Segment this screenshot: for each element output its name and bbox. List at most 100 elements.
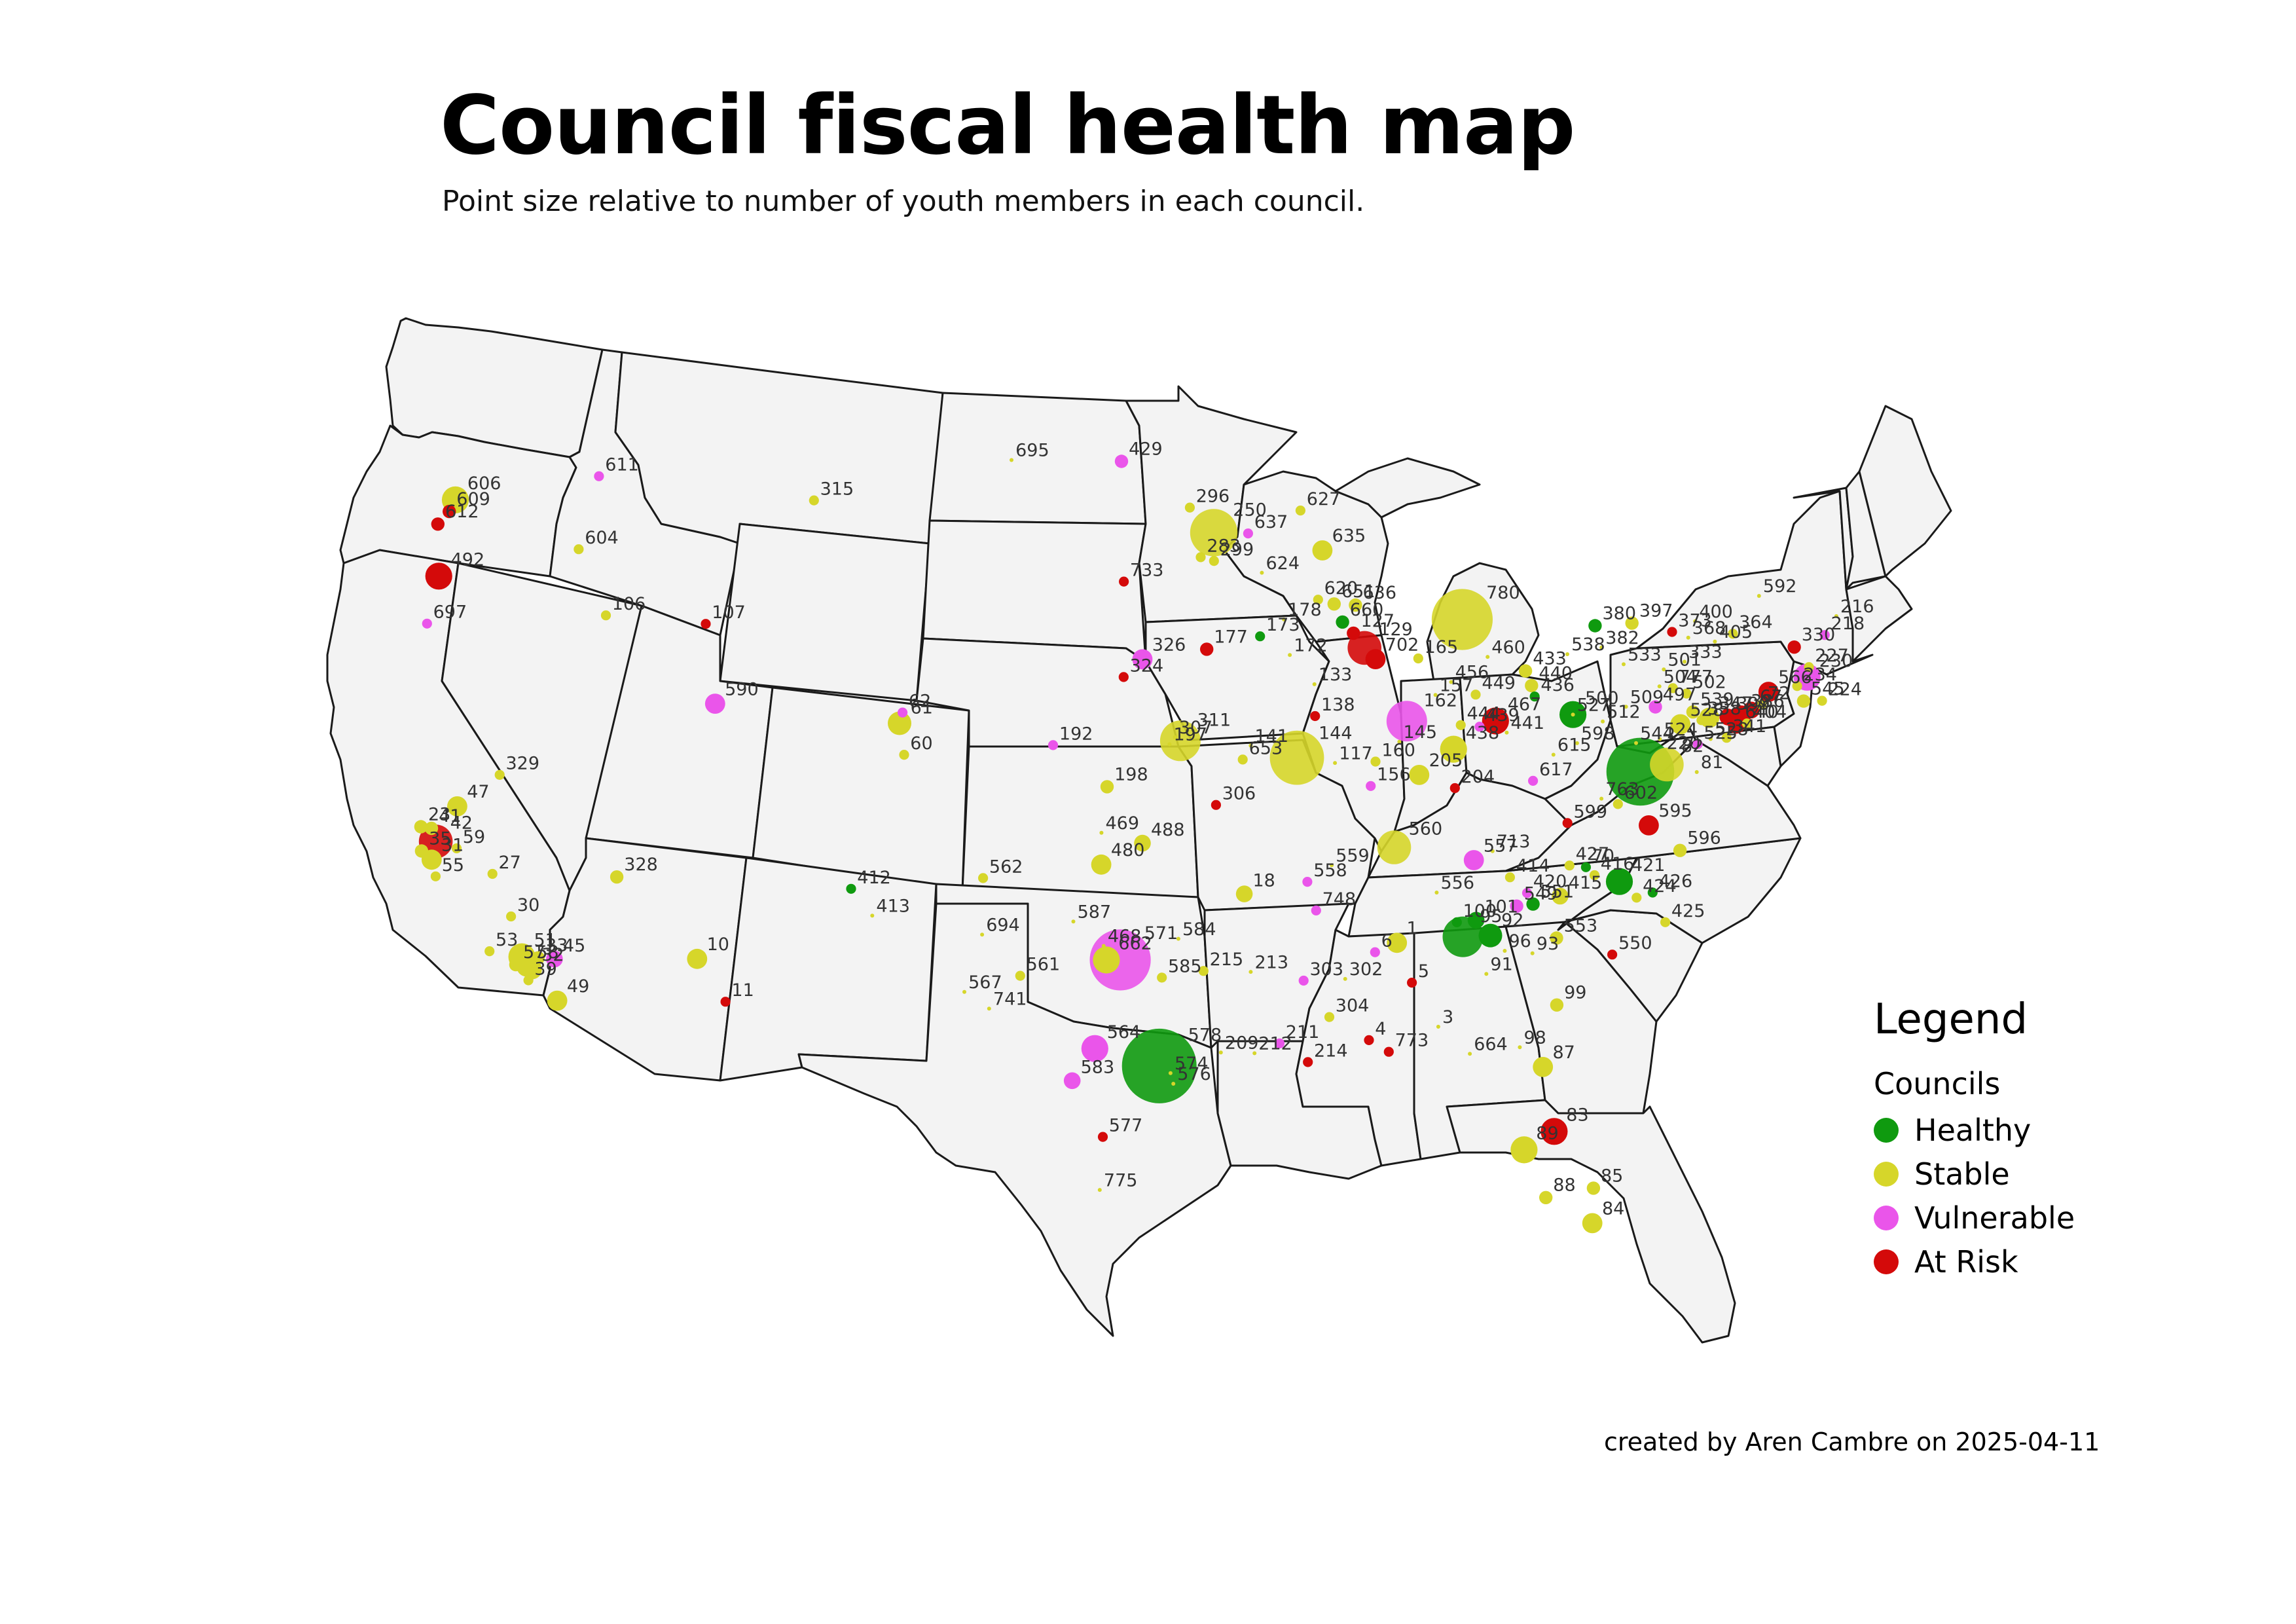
state-new-mexico [719,857,938,1082]
council-label: 427 [1576,844,1610,864]
council-label: 538 [1571,635,1605,655]
council-point [1366,781,1376,791]
council-point [1525,678,1539,693]
council-label: 596 [1687,828,1721,849]
council-label: 697 [433,602,467,623]
council-point [1530,951,1535,955]
council-label: 91 [1490,955,1512,975]
council-point [1312,682,1317,686]
council-label: 93 [1537,934,1559,954]
council-label: 497 [1663,684,1697,705]
council-label: 592 [1763,576,1797,597]
council-label: 585 [1168,956,1202,976]
council-point [1288,653,1292,657]
council-label: 3 [1442,1007,1453,1027]
council-label: 636 [1363,583,1397,603]
council-points [414,454,1838,1234]
council-label: 324 [1130,655,1164,676]
state-new-england-south [1845,575,1913,663]
council-label: 500 [1585,688,1619,709]
council-label: 41 [439,806,461,826]
council-point [1686,705,1700,719]
council-label: 413 [876,896,910,916]
council-point [898,707,908,718]
council-label: 763 [1605,779,1639,800]
council-point [1248,970,1253,974]
council-point [1757,594,1761,598]
council-label: 609 [456,489,490,509]
council-point [430,871,441,881]
council-point [1484,972,1489,976]
council-label: 145 [1404,722,1438,743]
council-point [1624,705,1628,709]
council-point [809,495,819,506]
council-point [1218,1050,1223,1055]
council-label: 611 [605,455,639,475]
council-label: 775 [1104,1170,1138,1190]
council-label: 178 [1288,600,1322,620]
council-label: 577 [1109,1116,1143,1136]
council-label: 39 [534,959,556,979]
council-label: 576 [1177,1064,1211,1084]
council-label: 404 [1753,702,1787,722]
council-label: 4 [1375,1019,1386,1039]
council-label: 741 [993,989,1027,1009]
council-label: 606 [467,473,501,494]
council-label: 733 [1130,561,1164,581]
council-label: 10 [707,934,729,955]
council-label: 780 [1486,583,1520,603]
council-point [487,868,498,879]
council-point [1101,944,1106,948]
council-label: 583 [1081,1058,1115,1078]
council-label: 58 [536,942,558,963]
council-label: 627 [1307,489,1341,509]
council-label: 456 [1455,663,1489,683]
council-label: 173 [1266,615,1300,635]
council-label: 373 [1678,611,1712,631]
council-label: 95 [1480,906,1502,927]
council-label: 218 [1831,614,1865,634]
council-label: 467 [1508,695,1542,715]
council-label: 212 [1258,1034,1292,1054]
council-point [1562,818,1573,828]
council-label: 694 [986,915,1020,936]
council-label: 329 [506,754,540,774]
council-label: 512 [1607,702,1641,722]
council-label: 480 [1111,840,1145,860]
council-label: 695 [1015,441,1049,461]
council-label: 504 [1664,667,1698,687]
council-label: 59 [463,827,485,847]
council-point [720,997,731,1007]
council-point [484,946,495,957]
council-point [1386,701,1427,742]
council-label: 415 [1569,873,1603,893]
state-illinois [1302,634,1406,853]
council-label: 333 [1688,642,1722,663]
council-label: 45 [563,936,585,956]
council-label: 326 [1152,635,1186,655]
council-point [1649,700,1662,714]
council-label: 440 [1539,663,1573,684]
council-label: 564 [1107,1022,1141,1043]
council-label: 172 [1294,635,1328,655]
map-title: Council fiscal health map [440,79,1575,173]
council-point [1552,887,1569,905]
council-point [1347,626,1360,640]
council-point [701,619,711,629]
council-label: 549 [1524,884,1558,904]
council-label: 438 [1466,723,1500,743]
council-label: 416 [1601,854,1635,874]
council-label: 250 [1233,500,1267,521]
council-point [1333,761,1338,766]
council-point [1564,860,1575,871]
council-point [1728,629,1738,639]
council-point [1336,615,1349,629]
council-label: 224 [1828,680,1862,700]
council-label: 296 [1196,487,1230,507]
council-label: 6 [1381,931,1393,951]
council-label: 653 [1249,738,1283,758]
council-label: 133 [1319,665,1353,685]
council-point [1440,735,1467,763]
council-point [1693,619,1698,623]
council-point [1468,1052,1472,1056]
